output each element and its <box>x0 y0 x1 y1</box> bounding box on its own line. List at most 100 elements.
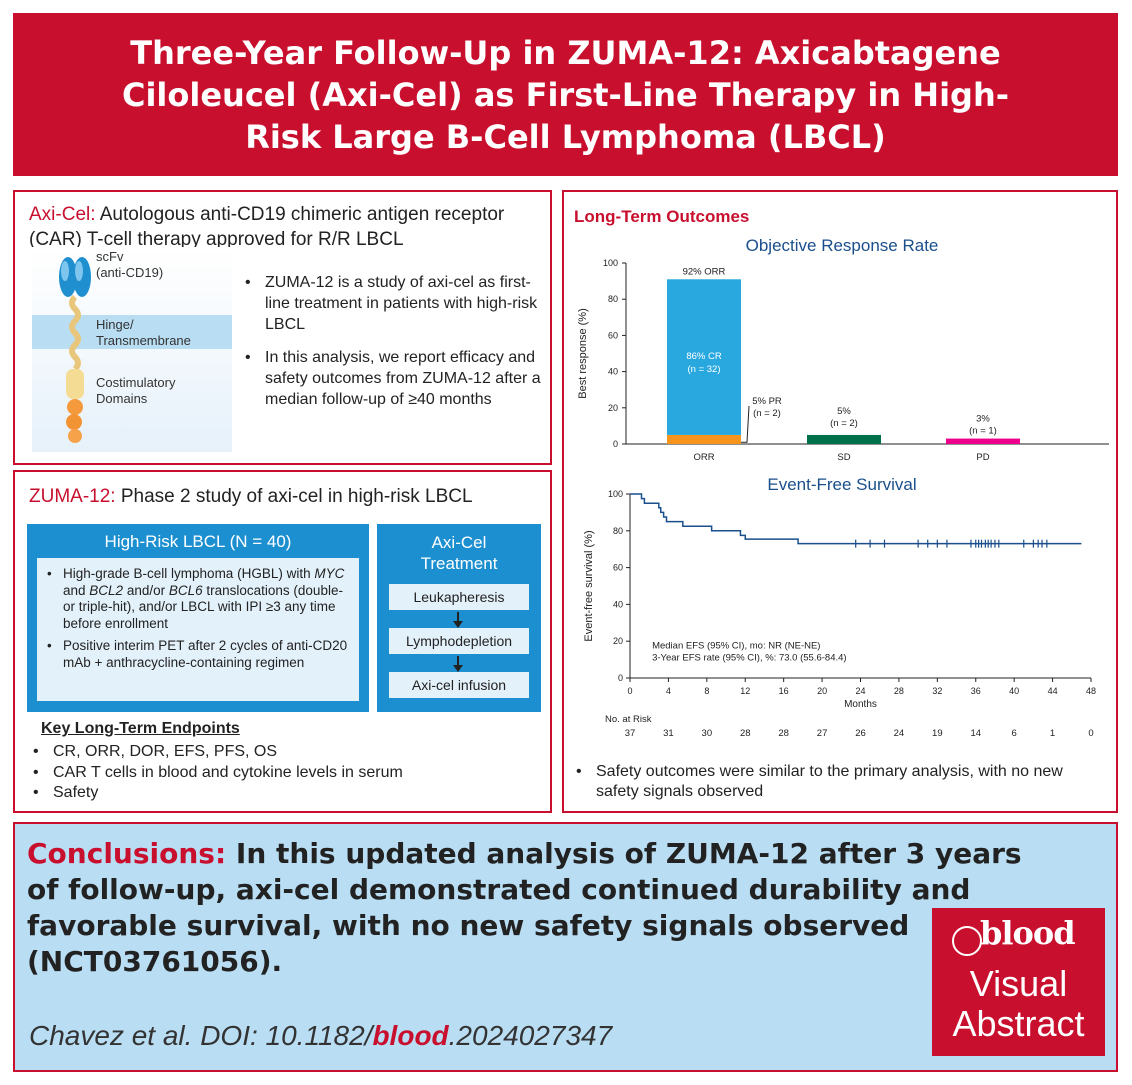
scfv-label-line1: scFv <box>96 249 124 264</box>
criteria-text: and/or <box>123 582 169 598</box>
x-tick-label: 24 <box>855 686 865 696</box>
data-label-cr-n: (n = 32) <box>687 364 720 375</box>
y-tick-label: 40 <box>613 599 623 609</box>
list-item: Safety <box>29 783 529 804</box>
title-banner: Three-Year Follow-Up in ZUMA-12: Axicabt… <box>13 13 1118 176</box>
at-risk-count: 19 <box>932 728 943 739</box>
axicel-heading-text: Autologous anti-CD19 chimeric antigen re… <box>29 204 505 250</box>
seal-icon <box>952 926 982 956</box>
treatment-title: Axi-Cel Treatment <box>377 532 541 574</box>
criteria-text: translocations (double- or triple-hit), … <box>63 582 343 631</box>
gene-bcl6: BCL6 <box>168 582 203 598</box>
y-axis-label: Event-free survival (%) <box>583 530 595 641</box>
outcomes-heading: Long-Term Outcomes <box>574 207 750 226</box>
at-risk-count: 27 <box>817 728 828 739</box>
x-tick-label: 36 <box>971 686 981 696</box>
citation-journal: blood <box>372 1020 449 1051</box>
at-risk-count: 28 <box>778 728 789 739</box>
data-label-pd: 3% <box>976 414 990 425</box>
list-item: High-grade B-cell lymphoma (HGBL) with M… <box>37 566 353 632</box>
at-risk-count: 1 <box>1050 728 1055 739</box>
data-label-cr: 86% CR <box>686 351 722 362</box>
logo-text: Visual Abstract <box>932 964 1105 1044</box>
scfv-label-line2: (anti-CD19) <box>96 265 164 280</box>
costim-label-line1: Costimulatory <box>96 375 176 390</box>
list-item: In this analysis, we report efficacy and… <box>241 347 541 410</box>
citation: Chavez et al. DOI: 10.1182/blood.2024027… <box>29 1020 612 1052</box>
x-tick-label: 48 <box>1086 686 1096 696</box>
data-label-pr: 5% PR <box>752 396 782 407</box>
criteria-list: High-grade B-cell lymphoma (HGBL) with M… <box>37 566 353 677</box>
logo-line1: Visual <box>969 963 1068 1004</box>
y-tick-label: 40 <box>608 367 618 377</box>
conclusions-text: In this updated analysis of ZUMA-12 afte… <box>27 837 1022 978</box>
list-item: Safety outcomes were similar to the prim… <box>572 762 1092 802</box>
y-tick-label: 0 <box>613 439 618 449</box>
page-title: Three-Year Follow-Up in ZUMA-12: Axicabt… <box>121 33 1010 156</box>
blood-logo: blood Visual Abstract <box>932 908 1105 1056</box>
at-risk-count: 28 <box>740 728 751 739</box>
x-tick-label: 0 <box>627 686 632 696</box>
efs-annotation-median: Median EFS (95% CI), mo: NR (NE-NE) <box>652 641 820 652</box>
zuma12-heading-label: ZUMA-12: <box>29 486 116 507</box>
zuma12-heading-text: Phase 2 study of axi-cel in high-risk LB… <box>120 486 473 507</box>
treatment-title-line2: Treatment <box>420 554 498 573</box>
data-label-orr: 92% ORR <box>683 266 726 277</box>
hinge-label-line1: Hinge/ <box>96 317 134 332</box>
endpoints-title: Key Long-Term Endpoints <box>41 720 240 737</box>
y-tick-label: 20 <box>613 636 623 646</box>
efs-curve <box>630 493 1082 545</box>
bar-sd <box>807 434 881 444</box>
treatment-box: Axi-Cel Treatment Leukapheresis Lymphode… <box>377 524 541 712</box>
bar-pd <box>946 438 1020 444</box>
data-label-sd: 5% <box>837 406 851 417</box>
x-tick-label: 12 <box>740 686 750 696</box>
x-tick-label: ORR <box>693 452 714 463</box>
logo-brand: blood <box>980 914 1076 952</box>
step-axicel-infusion: Axi-cel infusion <box>389 672 529 698</box>
logo-line2: Abstract <box>952 1003 1085 1044</box>
data-label-pr-n: (n = 2) <box>753 408 781 419</box>
zuma12-panel: ZUMA-12: Phase 2 study of axi-cel in hig… <box>13 470 552 813</box>
data-label-sd-n: (n = 2) <box>830 418 858 429</box>
y-axis-label: Best response (%) <box>577 308 589 398</box>
y-tick-label: 80 <box>608 294 618 304</box>
costim-label-line2: Domains <box>96 391 148 406</box>
high-risk-criteria: High-grade B-cell lymphoma (HGBL) with M… <box>37 558 359 701</box>
arrow-down-icon <box>453 612 463 628</box>
list-item: ZUMA-12 is a study of axi-cel as first-l… <box>241 272 541 335</box>
high-risk-box: High-Risk LBCL (N = 40) High-grade B-cel… <box>27 524 369 712</box>
at-risk-count: 24 <box>894 728 905 739</box>
hinge-label-line2: Transmembrane <box>96 333 191 348</box>
y-tick-label: 0 <box>618 673 623 683</box>
y-tick-label: 80 <box>613 526 623 536</box>
car-molecule-icon <box>59 257 91 443</box>
orr-bar-chart: 0 20 40 60 80 100 Best response (%) ORR SD PD 92% … <box>577 258 1109 463</box>
y-tick-label: 100 <box>603 258 618 268</box>
outcomes-panel: Long-Term Outcomes Objective Response Ra… <box>562 190 1118 813</box>
x-tick-label: 16 <box>779 686 789 696</box>
x-tick-label: 4 <box>666 686 671 696</box>
high-risk-title: High-Risk LBCL (N = 40) <box>104 532 292 551</box>
axicel-heading-label: Axi-Cel: <box>29 204 96 225</box>
gene-myc: MYC <box>314 566 345 581</box>
axicel-heading: Axi-Cel: Autologous anti-CD19 chimeric a… <box>29 202 539 252</box>
x-tick-label: PD <box>976 452 989 463</box>
axicel-bullet-list: ZUMA-12 is a study of axi-cel as first-l… <box>241 272 541 422</box>
citation-prefix: Chavez et al. DOI: 10.1182/ <box>29 1020 373 1051</box>
bar-pr <box>667 434 741 444</box>
at-risk-count: 0 <box>1088 728 1093 739</box>
at-risk-count: 30 <box>702 728 713 739</box>
pr-leader-line <box>741 405 750 443</box>
list-item: Positive interim PET after 2 cycles of a… <box>37 638 353 671</box>
at-risk-count: 14 <box>970 728 981 739</box>
scfv-label: scFv (anti-CD19) <box>96 249 163 281</box>
y-tick-label: 60 <box>608 330 618 340</box>
car-structure-figure: scFv (anti-CD19) Hinge/ Transmembrane Co… <box>32 247 232 452</box>
treatment-title-line1: Axi-Cel <box>431 533 487 552</box>
efs-annotation-rate: 3-Year EFS rate (95% CI), %: 73.0 (55.6-… <box>652 653 847 664</box>
x-tick-label: 28 <box>894 686 904 696</box>
list-item: CR, ORR, DOR, EFS, PFS, OS <box>29 742 529 763</box>
at-risk-count: 31 <box>663 728 674 739</box>
